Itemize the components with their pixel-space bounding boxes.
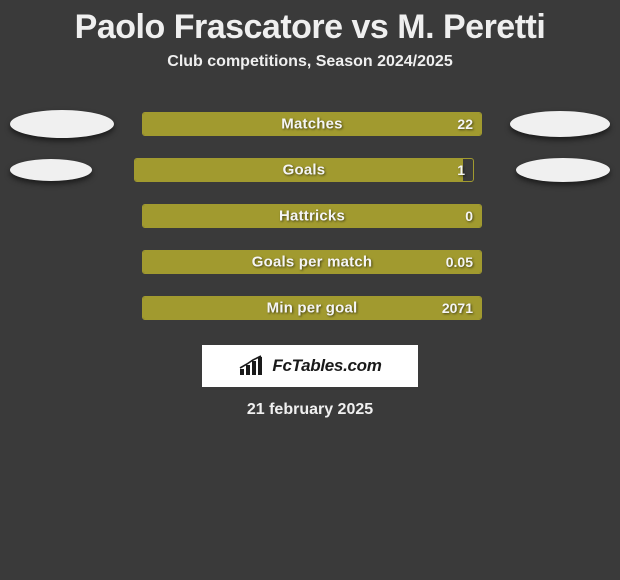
bar-wrap: Goals 1 (134, 158, 474, 182)
left-ellipse (10, 159, 92, 181)
stat-row: Min per goal 2071 (0, 285, 620, 331)
bar-label: Matches (281, 116, 342, 133)
bar-outer: Matches 22 (142, 112, 482, 136)
barchart-icon (238, 355, 266, 377)
bar-wrap: Min per goal 2071 (142, 296, 482, 320)
bar-outer: Goals per match 0.05 (142, 250, 482, 274)
bar-value: 0 (465, 208, 473, 224)
left-ellipse (10, 110, 114, 138)
bar-label: Hattricks (279, 208, 345, 225)
stat-row: Goals 1 (0, 147, 620, 193)
page-subtitle: Club competitions, Season 2024/2025 (0, 53, 620, 71)
bar-value: 22 (457, 116, 473, 132)
bar-value: 0.05 (446, 254, 473, 270)
right-ellipse (510, 111, 610, 137)
stat-row: Hattricks 0 (0, 193, 620, 239)
bar-outer: Min per goal 2071 (142, 296, 482, 320)
page-title: Paolo Frascatore vs M. Peretti (0, 0, 620, 47)
stat-row: Matches 22 (0, 101, 620, 147)
bar-outer: Goals 1 (134, 158, 474, 182)
bar-wrap: Hattricks 0 (142, 204, 482, 228)
right-ellipse (516, 158, 610, 182)
brand-text: FcTables.com (272, 356, 381, 376)
bar-label: Min per goal (267, 300, 358, 317)
comparison-chart: Matches 22 Goals 1 Hattricks 0 (0, 101, 620, 331)
bar-value: 1 (457, 162, 465, 178)
stat-row: Goals per match 0.05 (0, 239, 620, 285)
bar-outer: Hattricks 0 (142, 204, 482, 228)
brand-badge: FcTables.com (202, 345, 418, 387)
bar-wrap: Matches 22 (142, 112, 482, 136)
bar-label: Goals per match (252, 254, 373, 271)
bar-wrap: Goals per match 0.05 (142, 250, 482, 274)
bar-label: Goals (283, 162, 326, 179)
bar-value: 2071 (442, 300, 473, 316)
date-text: 21 february 2025 (0, 401, 620, 419)
